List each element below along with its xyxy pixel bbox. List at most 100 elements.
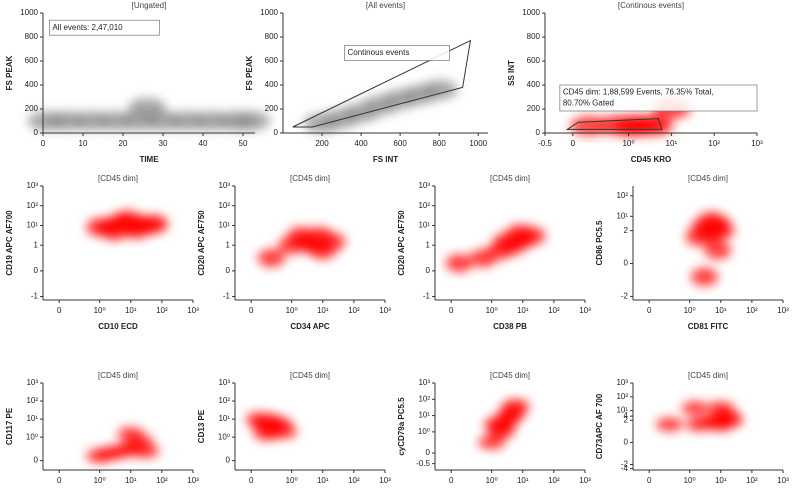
cloud [655, 401, 744, 432]
y-tick-label: 10¹ [418, 221, 430, 230]
event-cluster [690, 267, 718, 286]
x-tick-label: 20 [119, 139, 128, 148]
x-axis-label: CD10 ECD [98, 322, 138, 331]
event-cluster [707, 417, 735, 432]
plot-title: [CD45 dim] [688, 371, 728, 380]
y-axis-label: cyCD79a PC5.5 [397, 397, 406, 456]
y-axis-label: FS PEAK [245, 55, 254, 90]
y-tick-label: 10³ [418, 378, 430, 387]
x-tick-label: 10² [348, 306, 360, 315]
x-tick-label: 10¹ [517, 476, 529, 485]
y-tick-label: 10² [26, 396, 38, 405]
plot: [All events] FS INT FS PEAK 200 400 600 800 100… [245, 1, 488, 164]
annotation: 80.70% Gated [563, 99, 614, 108]
plot-title: [CD45 dim] [490, 371, 530, 380]
event-cluster [141, 214, 169, 234]
x-tick-label: 0 [449, 306, 454, 315]
y-tick-label: 10⁰ [218, 432, 230, 441]
x-tick-label: 10⁰ [622, 139, 634, 148]
cloud [27, 98, 271, 131]
y-tick-label: 10⁰ [26, 432, 38, 441]
x-axis-label: CD34 APC [290, 322, 329, 331]
y-tick-label: 10¹ [418, 411, 430, 420]
y-tick-label: 10¹ [218, 414, 230, 423]
y-tick-label: 400 [527, 80, 541, 89]
plot: [CD45 dim]CD15 FITCCD13 PE010⁰10¹10²10³0… [197, 371, 391, 493]
annotation-box [344, 45, 450, 61]
event-cluster [445, 254, 473, 273]
y-tick-label: 0 [34, 456, 39, 465]
event-cluster [231, 111, 271, 131]
cloud [245, 412, 298, 441]
x-tick-label: 50 [239, 139, 248, 148]
y-tick-label: 800 [265, 32, 279, 41]
cloud [478, 398, 530, 450]
gate [565, 118, 663, 130]
y-tick-label: 0 [536, 128, 541, 137]
y-tick-label: 1 [426, 240, 431, 249]
plot-title: [Ungated] [132, 1, 167, 10]
y-tick-label: 10³ [616, 378, 628, 387]
x-tick-label: 10² [746, 306, 758, 315]
y-tick-label: 1 [226, 240, 231, 249]
y-tick-label: 10¹ [26, 221, 38, 230]
x-tick-label: 10³ [379, 476, 391, 485]
y-tick-label: 800 [527, 32, 541, 41]
y-tick-label: 400 [25, 80, 39, 89]
event-cluster [257, 248, 285, 268]
x-tick-label: 10² [548, 306, 560, 315]
plot: [CD45 dim] CD10 ECD CD19 APC AF700 0 10⁰ 10¹ 1… [5, 174, 199, 331]
y-tick-label: -2 [621, 291, 629, 300]
plot-title: [CD45 dim] [290, 174, 330, 183]
plot: [Continous events] CD45 KRO SS INT -0.5 0 10⁰… [507, 1, 763, 164]
y-tick-label: 2 [624, 226, 629, 235]
y-tick-label: 600 [25, 56, 39, 65]
x-tick-label: 600 [393, 139, 407, 148]
y-tick-label: 400 [265, 80, 279, 89]
annotation: Continous events [348, 48, 410, 57]
x-tick-label: 0 [571, 139, 576, 148]
y-tick-label: 0 [34, 128, 39, 137]
y-tick-label: 10¹ [616, 211, 628, 220]
plot-title: [Continous events] [618, 1, 684, 10]
event-cluster [704, 241, 732, 260]
y-tick-label: 10³ [218, 378, 230, 387]
x-axis-label: CD38 PB [493, 322, 527, 331]
event-cluster [681, 401, 709, 416]
event-cluster [117, 427, 145, 441]
x-tick-label: 10¹ [715, 476, 727, 485]
event-cluster [483, 417, 511, 432]
annotation-box [559, 84, 758, 112]
plot-title: [CD45 dim] [290, 371, 330, 380]
x-tick-label: 10³ [777, 476, 789, 485]
y-tick-label: 10² [616, 392, 628, 401]
event-cluster [492, 232, 520, 251]
x-tick-label: 10⁰ [486, 476, 498, 485]
x-tick-label: 10² [348, 476, 360, 485]
event-cluster [306, 226, 334, 245]
cloud [445, 224, 546, 273]
y-tick-label: 4 [624, 411, 629, 420]
event-cluster [704, 215, 732, 234]
x-tick-label: 10² [708, 139, 720, 148]
y-tick-label: 10³ [26, 378, 38, 387]
x-tick-label: 10 [79, 139, 88, 148]
y-tick-label: 10⁰ [418, 427, 430, 436]
x-tick-label: 10⁰ [286, 306, 298, 315]
y-tick-label: 1000 [20, 8, 38, 17]
x-tick-label: -0.5 [538, 139, 552, 148]
annotation: CD45 dim: 1,88,599 Events, 76.35% Total, [563, 88, 714, 97]
y-tick-label: -1 [31, 292, 39, 301]
x-tick-label: 400 [354, 139, 368, 148]
y-tick-label: 0 [624, 438, 629, 447]
x-tick-label: 200 [315, 139, 329, 148]
y-tick-label: 10³ [218, 181, 230, 190]
plot: [CD45 dim] CD81 FITC CD86 PC5.5 0 10⁰ 10¹ 10² 1… [595, 174, 789, 331]
y-tick-label: 800 [25, 32, 39, 41]
plot-title: [CD45 dim] [98, 174, 138, 183]
y-tick-label: 10² [418, 394, 430, 403]
x-tick-label: 10⁰ [286, 476, 298, 485]
event-cluster [655, 417, 683, 432]
